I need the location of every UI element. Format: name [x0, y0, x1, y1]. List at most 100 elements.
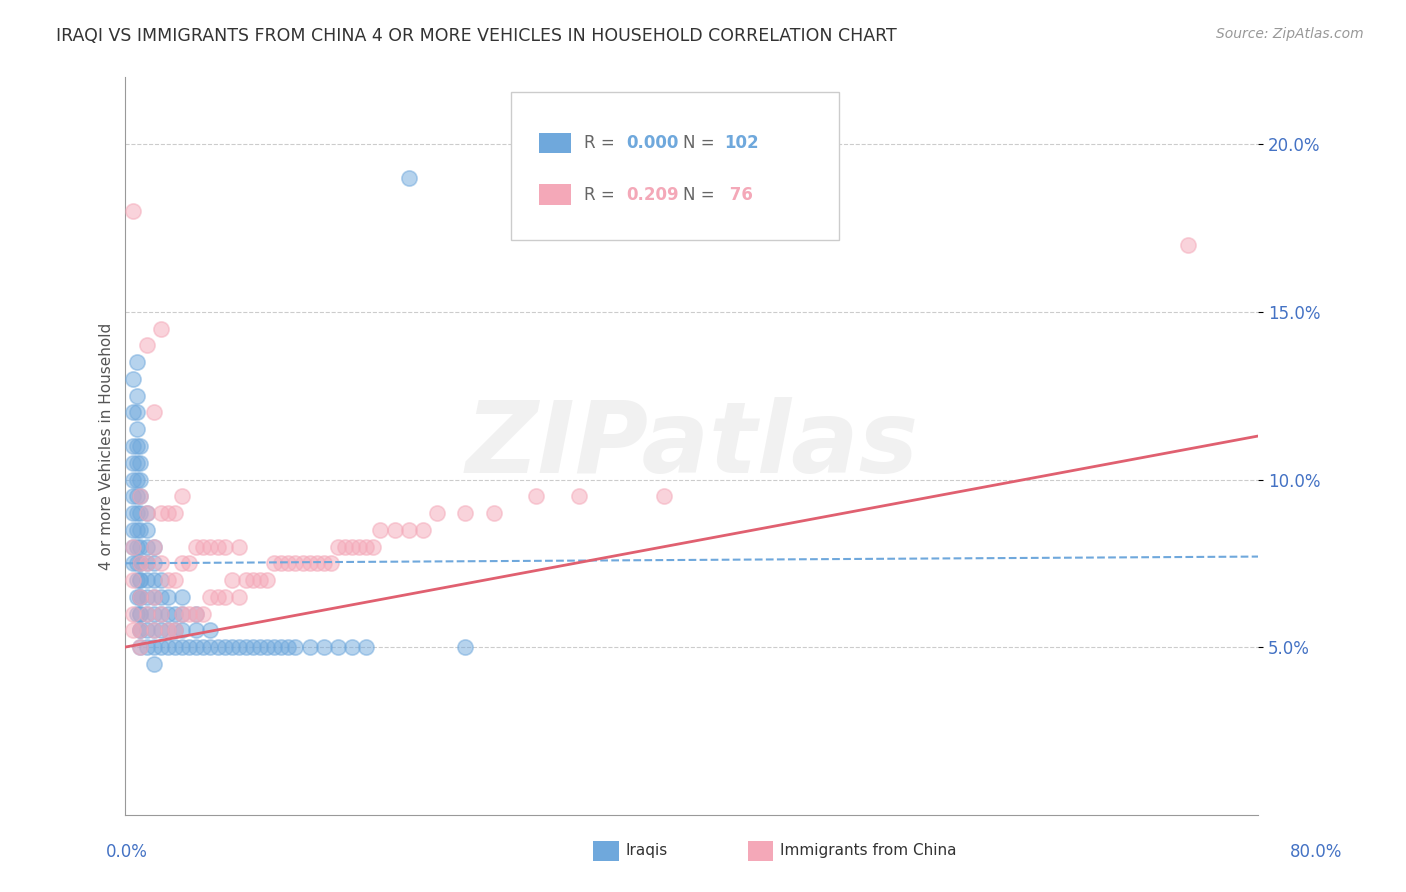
Point: [298, 640, 321, 654]
Point: [128, 473, 150, 487]
Point: [524, 489, 547, 503]
Point: [163, 624, 186, 638]
Point: [200, 640, 222, 654]
Point: [125, 590, 148, 604]
Text: ZIPatlas: ZIPatlas: [465, 398, 918, 494]
Point: [135, 540, 157, 554]
Point: [125, 422, 148, 436]
Point: [312, 556, 335, 570]
Point: [128, 456, 150, 470]
Point: [221, 573, 243, 587]
Point: [128, 489, 150, 503]
Point: [135, 506, 157, 520]
Text: R =: R =: [585, 186, 620, 203]
Point: [149, 556, 172, 570]
Text: 76: 76: [724, 186, 752, 203]
Point: [121, 439, 143, 453]
Bar: [538, 133, 571, 153]
Point: [135, 573, 157, 587]
Point: [354, 540, 377, 554]
Point: [128, 439, 150, 453]
Text: N =: N =: [683, 134, 714, 152]
Point: [156, 590, 179, 604]
Point: [156, 624, 179, 638]
Point: [454, 640, 477, 654]
Point: [128, 523, 150, 537]
Point: [128, 540, 150, 554]
Point: [156, 607, 179, 621]
Point: [135, 607, 157, 621]
Point: [128, 607, 150, 621]
Point: [256, 573, 278, 587]
Point: [340, 540, 363, 554]
Point: [412, 523, 434, 537]
Point: [135, 338, 157, 352]
Point: [121, 204, 143, 219]
Point: [284, 640, 307, 654]
Point: [125, 556, 148, 570]
Point: [163, 573, 186, 587]
Point: [142, 405, 165, 419]
Point: [142, 624, 165, 638]
Point: [256, 640, 278, 654]
Point: [149, 640, 172, 654]
Point: [128, 556, 150, 570]
Point: [135, 523, 157, 537]
Point: [128, 624, 150, 638]
Text: 102: 102: [724, 134, 758, 152]
Point: [125, 540, 148, 554]
Point: [242, 573, 264, 587]
Point: [156, 573, 179, 587]
Point: [128, 590, 150, 604]
Point: [128, 573, 150, 587]
Point: [235, 573, 257, 587]
Point: [214, 590, 236, 604]
Point: [156, 506, 179, 520]
Y-axis label: 4 or more Vehicles in Household: 4 or more Vehicles in Household: [100, 322, 114, 570]
Point: [125, 523, 148, 537]
Point: [398, 171, 420, 186]
Point: [121, 624, 143, 638]
Point: [149, 607, 172, 621]
Point: [207, 590, 229, 604]
Point: [242, 640, 264, 654]
Point: [326, 540, 349, 554]
Point: [128, 640, 150, 654]
Point: [277, 556, 299, 570]
Point: [135, 556, 157, 570]
Point: [347, 540, 370, 554]
Point: [125, 607, 148, 621]
Point: [270, 556, 292, 570]
Point: [172, 607, 194, 621]
Text: 80.0%: 80.0%: [1291, 843, 1343, 861]
Point: [135, 590, 157, 604]
Point: [426, 506, 449, 520]
Point: [121, 506, 143, 520]
Point: [156, 624, 179, 638]
Point: [298, 556, 321, 570]
Point: [142, 540, 165, 554]
Point: [163, 640, 186, 654]
Point: [249, 640, 271, 654]
Point: [228, 540, 250, 554]
Point: [249, 573, 271, 587]
Point: [125, 456, 148, 470]
Point: [125, 439, 148, 453]
Point: [149, 590, 172, 604]
Point: [128, 624, 150, 638]
Point: [235, 640, 257, 654]
Text: 0.209: 0.209: [626, 186, 679, 203]
Point: [125, 489, 148, 503]
Text: 0.000: 0.000: [626, 134, 679, 152]
Point: [482, 506, 505, 520]
Point: [128, 590, 150, 604]
Point: [149, 573, 172, 587]
Text: Source: ZipAtlas.com: Source: ZipAtlas.com: [1216, 27, 1364, 41]
Point: [156, 640, 179, 654]
Point: [125, 389, 148, 403]
Point: [312, 640, 335, 654]
Point: [135, 607, 157, 621]
Point: [207, 540, 229, 554]
Point: [263, 556, 285, 570]
Point: [125, 405, 148, 419]
